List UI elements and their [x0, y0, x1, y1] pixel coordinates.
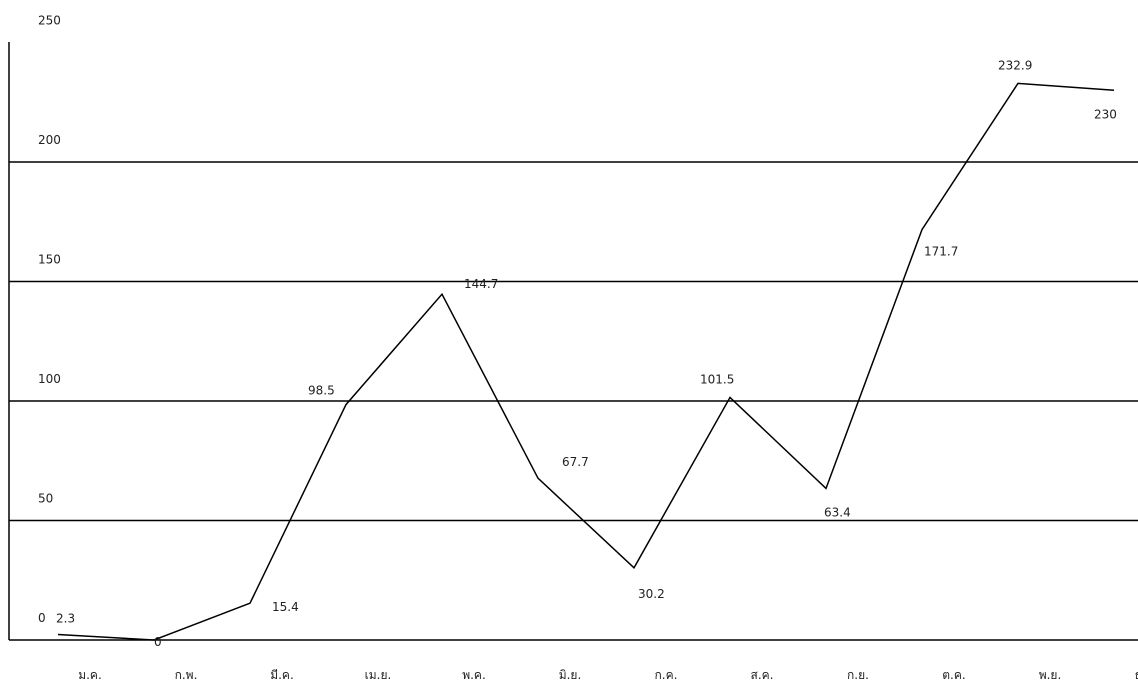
data-label-1: 2.3	[56, 612, 75, 626]
x-tick-label-7: ก.ค.	[655, 668, 678, 682]
x-tick-label-4: เม.ย.	[365, 668, 392, 682]
y-tick-label-0: 0	[38, 611, 46, 625]
data-label-6: 67.7	[562, 455, 589, 469]
x-tick-label-1: ม.ค.	[78, 668, 102, 682]
data-labels: 2.3 0 15.4 98.5 144.7 67.7 30.2 101.5 63.4 171.7 2…	[56, 58, 1117, 649]
data-label-4: 98.5	[308, 384, 335, 398]
gridlines	[9, 161, 1138, 522]
data-label-7: 30.2	[638, 587, 665, 601]
x-tick-label-3: มี.ค.	[270, 668, 294, 682]
series-line	[57, 82, 1115, 641]
x-tick-label-11: พ.ย.	[1039, 668, 1062, 682]
data-label-9: 63.4	[824, 505, 851, 519]
y-axis-ticks: 0 50 100 150 200 250	[38, 14, 61, 626]
data-label-3: 15.4	[272, 600, 299, 614]
y-tick-label-150: 150	[38, 253, 61, 267]
data-label-10: 171.7	[924, 245, 958, 259]
y-tick-label-200: 200	[38, 133, 61, 147]
x-tick-label-8: ส.ค.	[751, 668, 774, 682]
series-group	[57, 82, 1115, 641]
x-tick-label-12: ธ.ค.	[1135, 668, 1138, 682]
x-tick-label-2: ก.พ.	[175, 668, 198, 682]
x-tick-label-6: มิ.ย.	[559, 668, 582, 682]
y-tick-label-250: 250	[38, 14, 61, 28]
data-label-5: 144.7	[464, 277, 498, 291]
x-tick-label-9: ก.ย.	[847, 668, 869, 682]
x-axis-ticks: ม.ค. ก.พ. มี.ค. เม.ย. พ.ค. มิ.ย. ก.ค. ส.ค. ก.ย. ต…	[78, 668, 1138, 682]
data-label-8: 101.5	[700, 372, 734, 386]
y-tick-label-100: 100	[38, 372, 61, 386]
data-label-11: 232.9	[998, 58, 1032, 72]
y-tick-label-50: 50	[38, 492, 53, 506]
data-label-12: 230	[1094, 107, 1117, 121]
x-tick-label-5: พ.ค.	[462, 668, 486, 682]
data-label-2: 0	[154, 635, 162, 649]
x-tick-label-10: ต.ค.	[942, 668, 965, 682]
